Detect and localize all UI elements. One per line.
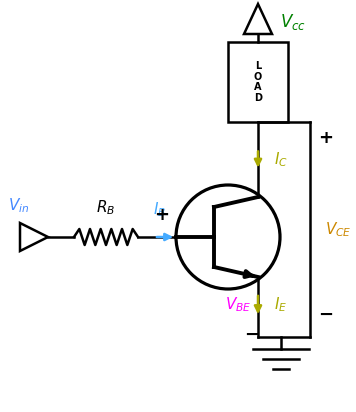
Text: $R_B$: $R_B$ xyxy=(96,198,116,217)
Text: $V_{CE}$: $V_{CE}$ xyxy=(325,220,351,239)
Text: $I_C$: $I_C$ xyxy=(274,150,288,169)
Text: $I_B$: $I_B$ xyxy=(153,200,167,219)
Text: −: − xyxy=(245,326,260,344)
Text: L
O
A
D: L O A D xyxy=(254,61,262,103)
Text: $I_E$: $I_E$ xyxy=(274,296,287,314)
Text: +: + xyxy=(155,206,169,224)
Text: −: − xyxy=(318,306,334,324)
Text: +: + xyxy=(319,129,334,147)
Bar xyxy=(228,42,288,122)
Text: $V_{cc}$: $V_{cc}$ xyxy=(280,12,306,32)
Text: $V_{in}$: $V_{in}$ xyxy=(8,196,30,215)
Text: $V_{BE}$: $V_{BE}$ xyxy=(225,296,251,314)
